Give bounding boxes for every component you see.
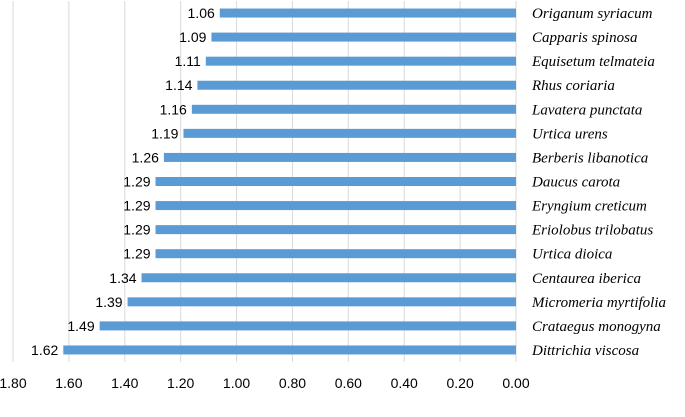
category-label: Urtica urens (532, 126, 608, 142)
bar (163, 152, 516, 162)
category-label: Urtica dioica (532, 247, 612, 263)
bar (127, 297, 517, 307)
category-label: Daucus carota (531, 175, 620, 191)
x-tick-label: 1.20 (167, 375, 194, 391)
data-labels: 1.06 1.09 1.11 1.14 1.16 1.19 1.26 1.29 1.29 1.29… (31, 5, 215, 358)
bar (191, 104, 516, 114)
data-label: 1.09 (179, 29, 206, 45)
x-tick-label: 1.00 (223, 375, 250, 391)
bar (205, 56, 517, 66)
category-label: Equisetum telmateia (531, 54, 655, 70)
data-label: 1.62 (31, 342, 58, 358)
category-label: Lavatera punctata (531, 102, 642, 118)
bar (211, 32, 516, 42)
data-label: 1.34 (109, 270, 136, 286)
x-tick-label: 1.80 (0, 375, 27, 391)
bar (183, 128, 516, 138)
bar (155, 225, 516, 235)
x-tick-label: 0.40 (391, 375, 418, 391)
data-label: 1.11 (175, 53, 201, 69)
x-tick-label: 0.80 (279, 375, 306, 391)
category-label: Capparis spinosa (532, 30, 637, 46)
bar (141, 273, 517, 283)
category-label: Dittrichia viscosa (531, 343, 639, 359)
data-label: 1.29 (123, 222, 150, 238)
bar (155, 201, 516, 211)
data-label: 1.16 (160, 101, 187, 117)
bar (155, 249, 516, 259)
category-label: Centaurea iberica (532, 271, 641, 287)
x-tick-label: 1.40 (111, 375, 138, 391)
data-label: 1.26 (132, 149, 159, 165)
x-tick-label: 0.00 (502, 375, 529, 391)
bar (99, 321, 516, 331)
data-label: 1.29 (123, 246, 150, 262)
x-tick-label: 1.60 (55, 375, 82, 391)
category-label: Micromeria myrtifolia (531, 295, 666, 311)
x-tick-label: 0.60 (335, 375, 362, 391)
data-label: 1.29 (123, 174, 150, 190)
category-labels: Origanum syriacum Capparis spinosa Equiset… (531, 6, 666, 359)
x-axis-ticks: 1.80 1.60 1.40 1.20 1.00 0.80 0.60 0.40 0.20 0.00 (0, 375, 530, 391)
data-label: 1.49 (67, 318, 94, 334)
data-label: 1.06 (188, 5, 215, 21)
bar (197, 80, 516, 90)
data-label: 1.39 (95, 294, 122, 310)
category-label: Eryngium creticum (531, 199, 647, 215)
data-label: 1.14 (165, 77, 192, 93)
category-label: Crataegus monogyna (532, 319, 661, 335)
bar (63, 345, 517, 355)
x-tick-label: 0.20 (446, 375, 473, 391)
category-label: Rhus coriaria (531, 78, 615, 94)
category-label: Berberis libanotica (532, 150, 648, 166)
data-label: 1.29 (123, 198, 150, 214)
bar (155, 177, 516, 186)
bar (219, 8, 517, 18)
category-label: Origanum syriacum (532, 6, 653, 22)
bars (63, 8, 517, 355)
data-label: 1.19 (151, 125, 178, 141)
category-label: Eriolobus trilobatus (531, 223, 653, 239)
